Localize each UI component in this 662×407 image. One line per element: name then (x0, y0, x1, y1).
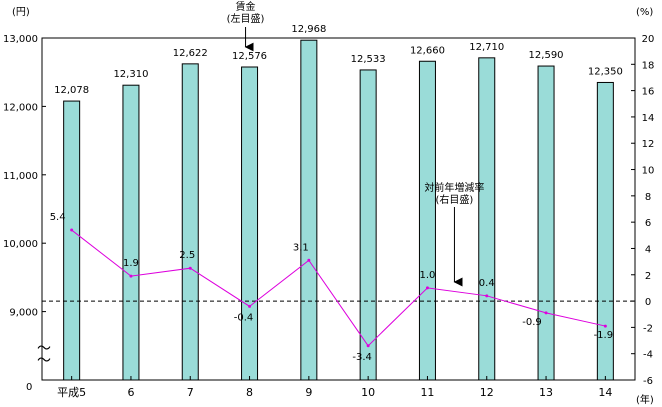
left-axis-tick-label: 13,000 (3, 34, 38, 45)
left-axis-tick-label: 11,000 (3, 171, 38, 182)
wage-bar-label: 12,622 (173, 48, 208, 59)
growth-rate-point (129, 274, 133, 278)
growth-rate-label: 2.5 (179, 250, 195, 261)
right-axis-tick-label: 12 (642, 139, 655, 150)
wage-bar-label: 12,660 (410, 45, 445, 56)
growth-rate-label: 1.9 (123, 258, 139, 269)
wage-bar-label: 12,576 (232, 51, 267, 62)
category-label: 8 (246, 386, 253, 399)
category-label: 13 (539, 386, 553, 399)
wage-bar-label: 12,710 (469, 42, 504, 53)
left-axis-tick-label: 10,000 (3, 239, 38, 250)
growth-rate-label: 0.4 (479, 278, 495, 289)
growth-rate-label: 1.0 (419, 270, 435, 281)
growth-rate-label: 3.1 (293, 242, 309, 253)
x-axis-unit: (年) (636, 393, 654, 406)
growth-rate-label: -1.9 (594, 330, 614, 341)
left-axis-unit: (円) (12, 7, 30, 18)
right-axis-tick-label: 20 (642, 34, 655, 45)
category-label: 6 (127, 386, 134, 399)
growth-rate-point (70, 228, 74, 232)
wage-bar (359, 69, 377, 381)
annotation-rate-text: (右目盛) (436, 193, 474, 206)
x-axis-categories: 平成5 6 7 8 9 10 11 12 13 14 (57, 376, 612, 399)
growth-rate-point (485, 294, 489, 298)
category-label: 7 (187, 386, 194, 399)
axis-break-symbol: ～ (37, 341, 51, 357)
wage-bar-label: 12,968 (291, 24, 326, 35)
wage-bar (478, 57, 496, 381)
wage-bar (181, 63, 199, 381)
annotation-rate-text: 対前年増減率 (424, 181, 484, 194)
right-axis-tick-label: 14 (642, 113, 655, 124)
left-axis-tick-label: 9,000 (9, 308, 38, 319)
growth-rate-point (366, 344, 370, 348)
growth-rate-label: -0.4 (234, 312, 254, 323)
category-label: 9 (305, 386, 312, 399)
category-label: 10 (361, 386, 375, 399)
right-axis-tick-label: -4 (643, 350, 653, 361)
left-axis: 9,000 10,000 11,000 12,000 13,000 (3, 34, 46, 319)
wage-bar-label: 12,350 (588, 66, 623, 77)
right-axis-tick-label: 0 (645, 297, 651, 308)
right-axis-tick-label: 8 (645, 192, 651, 203)
wage-bar (63, 100, 81, 381)
right-axis-tick-label: 6 (645, 218, 651, 229)
axis-break-symbol-2: ～ (37, 353, 51, 369)
growth-rate-line (71, 229, 606, 347)
wage-bar (122, 84, 140, 381)
wage-bar (300, 39, 318, 381)
wage-bar (241, 66, 259, 381)
right-axis-tick-label: 10 (642, 166, 655, 177)
growth-rate-point (603, 324, 607, 328)
growth-rate-label: -3.4 (352, 352, 372, 363)
wage-bar-label: 12,590 (529, 50, 564, 61)
growth-rate-point (188, 266, 192, 270)
right-axis-tick-label: -2 (643, 323, 653, 334)
annotation-wage-text: 賃金 (236, 0, 256, 13)
wage-bar (537, 65, 555, 381)
plot-area (41, 37, 636, 381)
growth-rate-point (425, 286, 429, 290)
right-axis-unit: (%) (636, 7, 653, 18)
growth-rate-label: -0.9 (522, 317, 542, 328)
right-axis-tick-label: 18 (642, 60, 655, 71)
category-label: 12 (480, 386, 494, 399)
wage-bar (418, 60, 436, 381)
category-label: 14 (598, 386, 612, 399)
wage-bar-label: 12,078 (54, 85, 89, 96)
wage-bar-label: 12,533 (351, 54, 386, 65)
left-axis-tick-label: 12,000 (3, 102, 38, 113)
right-axis-tick-label: 2 (645, 271, 651, 282)
growth-rate-label: 5.4 (50, 212, 66, 223)
right-axis-tick-label: 4 (645, 244, 651, 255)
category-label: 平成5 (57, 386, 86, 399)
left-axis-bottom-label: 0 (26, 382, 32, 393)
annotation-wage-text: (左目盛) (227, 12, 265, 25)
right-axis-tick-label: -6 (643, 376, 653, 387)
annotations: 賃金(左目盛) 対前年増減率(右目盛) (227, 0, 484, 287)
right-axis: -6 -4 -2 0 2 4 6 8 10 12 14 16 18 20 (631, 34, 654, 387)
wage-bar-label: 12,310 (113, 69, 148, 80)
category-label: 11 (420, 386, 434, 399)
growth-rate-point (544, 311, 548, 315)
growth-rate-point (307, 258, 311, 262)
right-axis-tick-label: 16 (642, 87, 655, 98)
line-series: 5.4 1.9 2.5 -0.4 3.1 -3.4 1.0 0.4 -0.9 -1.9 (50, 212, 613, 363)
growth-rate-point (248, 304, 252, 308)
